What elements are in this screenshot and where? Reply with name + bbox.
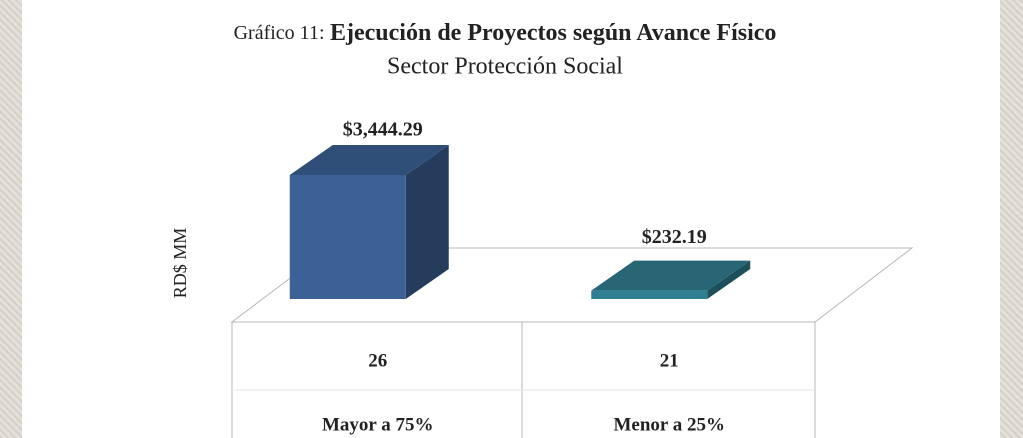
bar	[591, 290, 708, 299]
chart-area	[22, 0, 1000, 438]
table-count: 26	[368, 350, 387, 371]
data-label: $3,444.29	[343, 119, 423, 141]
x-tick-label: Mayor a 75%	[322, 414, 434, 435]
data-label: $232.19	[642, 226, 707, 248]
title-prefix: Gráfico 11:	[234, 22, 325, 44]
bar-top	[289, 145, 449, 175]
x-tick-label: Menor a 25%	[613, 414, 725, 435]
bar-side	[405, 145, 449, 299]
table-count: 21	[660, 350, 679, 371]
y-axis-label: RD$ MM	[170, 228, 190, 299]
bar-side	[707, 260, 751, 299]
bar	[289, 175, 406, 299]
chart-title: Gráfico 11: Ejecución de Proyectos según…	[234, 19, 777, 45]
chart-subtitle: Sector Protección Social	[387, 54, 623, 80]
title-main: Ejecución de Proyectos según Avance Físi…	[330, 20, 776, 46]
bar-top	[591, 260, 751, 291]
